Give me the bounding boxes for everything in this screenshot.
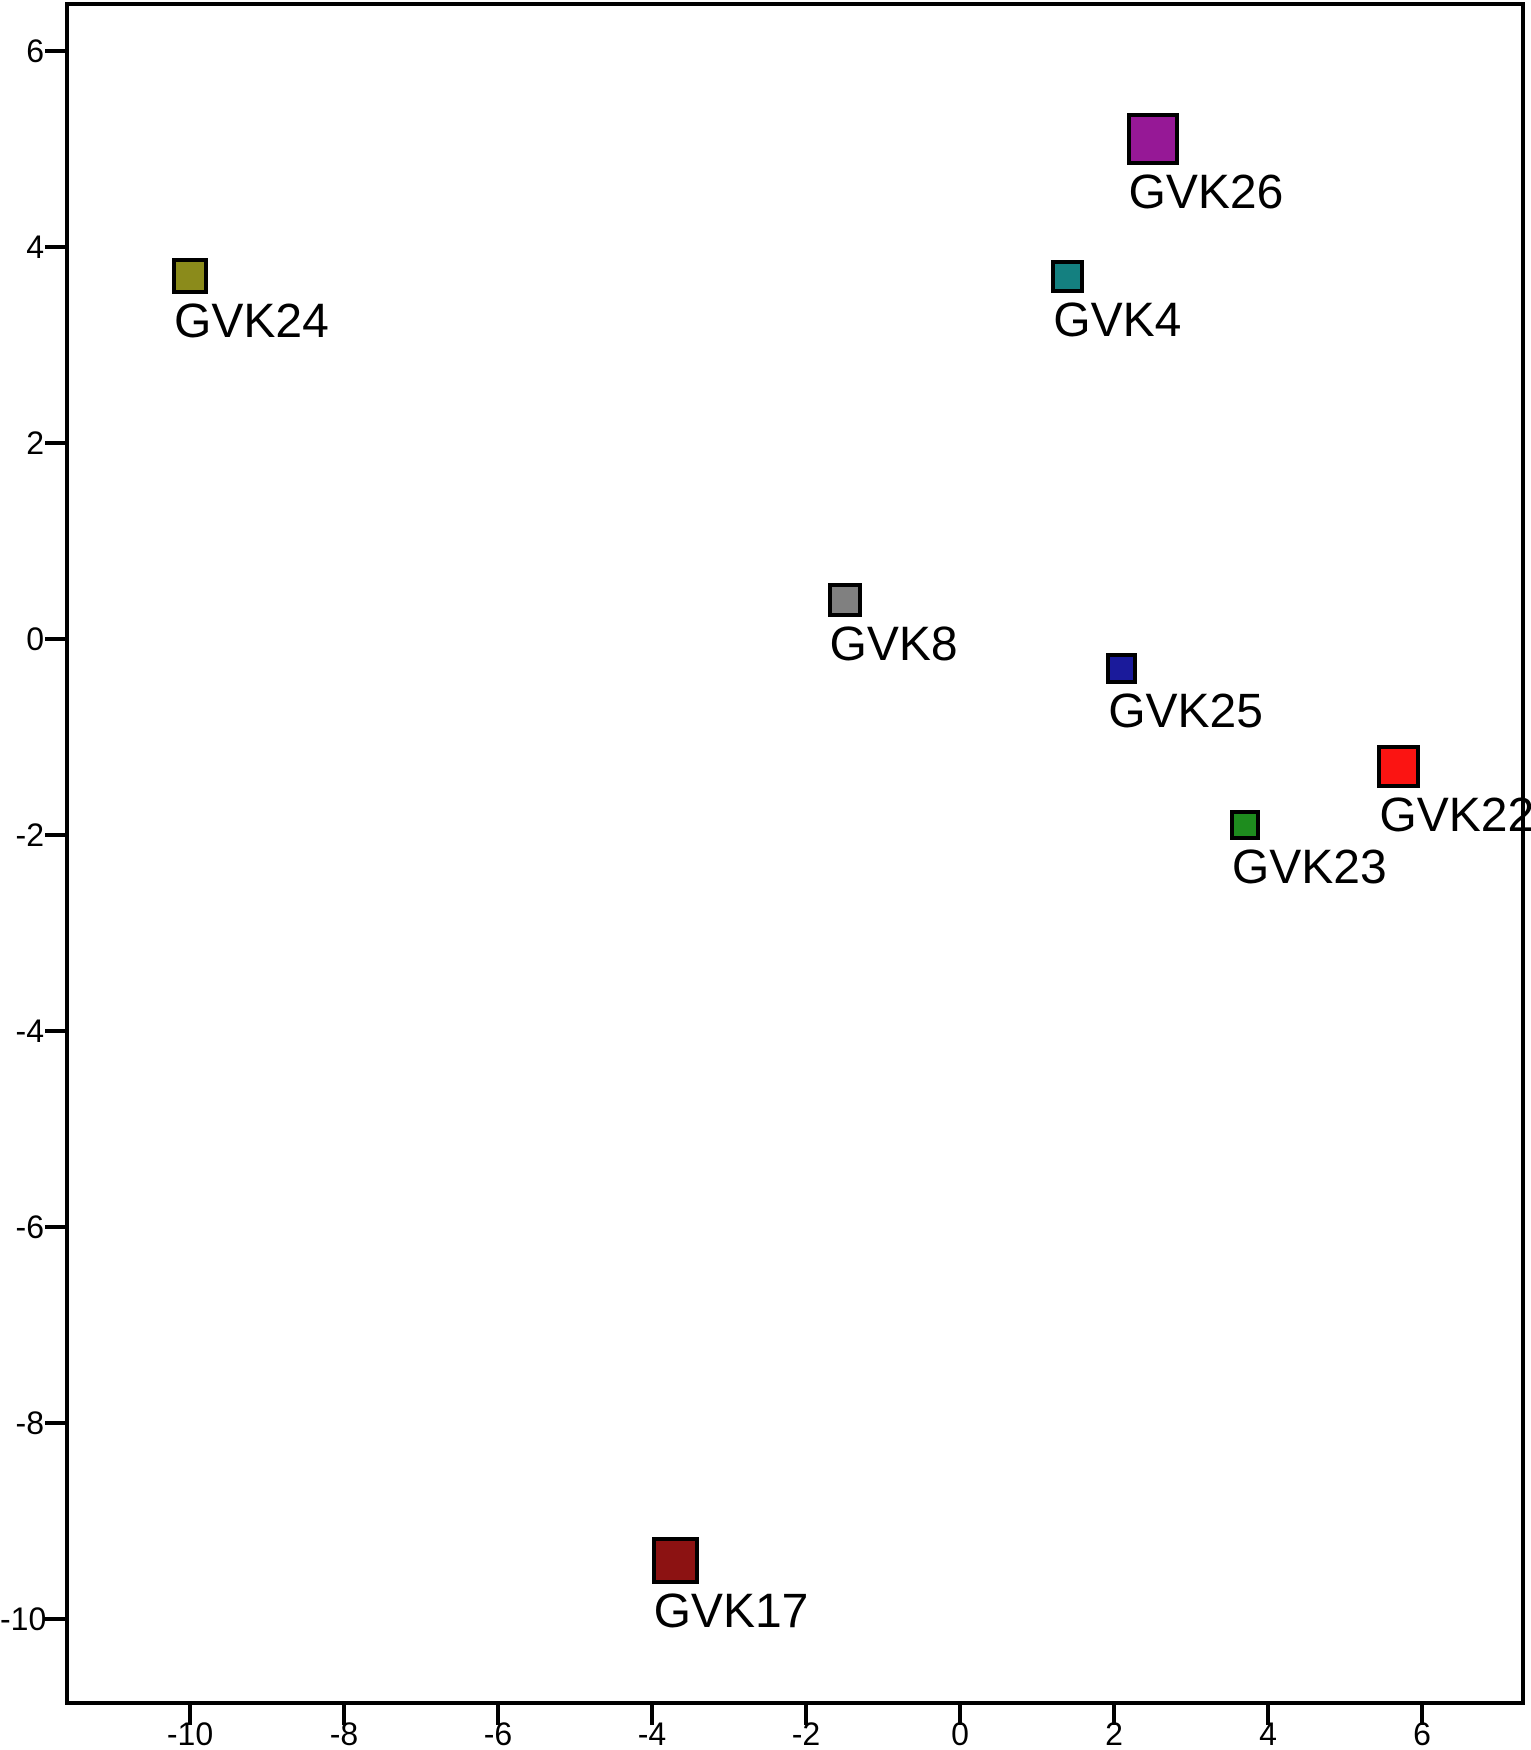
y-tick-mark xyxy=(45,1617,65,1621)
marker-GVK25 xyxy=(1106,652,1138,684)
y-tick-label: -4 xyxy=(15,1013,44,1049)
marker-label-GVK17: GVK17 xyxy=(653,1584,809,1638)
marker-GVK22 xyxy=(1377,744,1421,788)
y-tick-label: 2 xyxy=(26,425,44,461)
x-tick-mark xyxy=(342,1705,346,1725)
marker-label-GVK23: GVK23 xyxy=(1231,841,1387,895)
y-tick-mark xyxy=(45,245,65,249)
x-tick-mark xyxy=(804,1705,808,1725)
x-tick-label: -6 xyxy=(483,1716,513,1750)
y-tick-label: 6 xyxy=(26,33,44,69)
x-tick-label: -10 xyxy=(166,1716,214,1750)
x-tick-mark xyxy=(1112,1705,1116,1725)
marker-GVK4 xyxy=(1051,259,1085,293)
x-tick-mark xyxy=(958,1705,962,1725)
y-tick-label: -6 xyxy=(15,1209,44,1245)
y-tick-mark xyxy=(45,1225,65,1229)
y-tick-label: -8 xyxy=(15,1405,44,1441)
plot-area-frame xyxy=(65,2,1525,1705)
y-tick-label: -10 xyxy=(0,1601,47,1637)
marker-GVK8 xyxy=(827,582,862,617)
marker-label-GVK8: GVK8 xyxy=(829,617,958,671)
marker-GVK17 xyxy=(651,1536,699,1584)
marker-label-GVK24: GVK24 xyxy=(174,295,329,349)
x-tick-mark xyxy=(650,1705,654,1725)
y-tick-label: 4 xyxy=(26,229,44,265)
y-tick-label: -2 xyxy=(15,817,44,853)
marker-label-GVK4: GVK4 xyxy=(1053,293,1182,347)
marker-label-GVK26: GVK26 xyxy=(1128,166,1284,220)
x-tick-mark xyxy=(1420,1705,1424,1725)
x-tick-label: 6 xyxy=(1413,1716,1431,1750)
x-tick-label: -4 xyxy=(637,1716,667,1750)
y-tick-label: 0 xyxy=(26,621,44,657)
x-tick-label: 4 xyxy=(1259,1716,1277,1750)
x-tick-label: -2 xyxy=(791,1716,821,1750)
x-tick-mark xyxy=(1266,1705,1270,1725)
x-tick-mark xyxy=(188,1705,192,1725)
x-tick-mark xyxy=(496,1705,500,1725)
marker-GVK26 xyxy=(1126,113,1179,166)
marker-GVK23 xyxy=(1229,810,1260,841)
marker-label-GVK25: GVK25 xyxy=(1108,684,1263,738)
x-tick-label: 2 xyxy=(1105,1716,1123,1750)
y-tick-mark xyxy=(45,1029,65,1033)
x-tick-label: 0 xyxy=(951,1716,969,1750)
y-tick-mark xyxy=(45,833,65,837)
y-tick-mark xyxy=(45,637,65,641)
y-tick-mark xyxy=(45,441,65,445)
y-tick-mark xyxy=(45,49,65,53)
marker-label-GVK22: GVK22 xyxy=(1379,788,1531,842)
y-tick-mark xyxy=(45,1421,65,1425)
x-tick-label: -8 xyxy=(329,1716,359,1750)
marker-GVK24 xyxy=(172,258,208,295)
